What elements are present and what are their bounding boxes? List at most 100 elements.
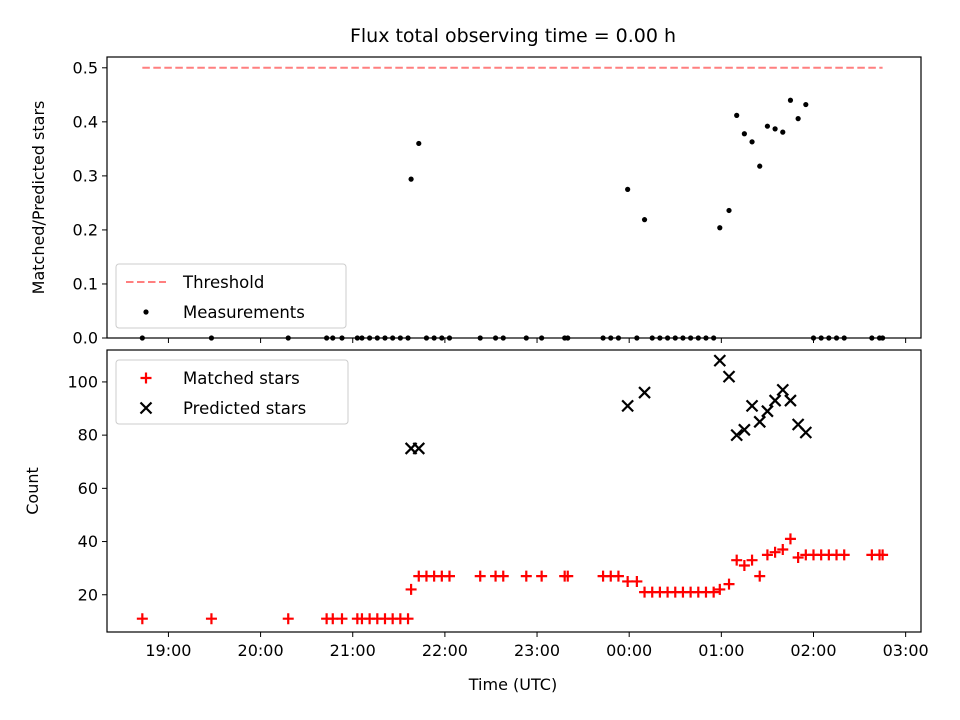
y-tick-label-1-3: 80 — [78, 426, 98, 445]
legend-box-1 — [115, 359, 349, 425]
legend-label-1-0: Matched stars — [183, 369, 300, 388]
predicted-point-13 — [784, 394, 797, 407]
predicted-point-7 — [738, 423, 751, 437]
measurement-point-43 — [726, 207, 732, 214]
predicted-point-3 — [638, 386, 651, 399]
matched-point-4 — [327, 613, 339, 625]
matched-point-42 — [714, 583, 726, 595]
matched-point-24 — [536, 570, 548, 582]
matched-point-19 — [443, 570, 455, 582]
predicted-point-8 — [745, 399, 759, 413]
x-tick-label-5: 00:00 — [606, 641, 652, 660]
measurement-point-49 — [772, 126, 778, 132]
legend-label-1-1: Predicted stars — [183, 399, 306, 418]
predicted-point-15 — [799, 426, 813, 439]
y-tick-label-0-4: 0.4 — [73, 112, 98, 131]
y-tick-label-1-1: 40 — [78, 532, 98, 551]
matched-point-43 — [723, 578, 735, 590]
measurement-point-50 — [780, 129, 786, 135]
matched-point-30 — [622, 575, 634, 587]
matched-point-22 — [497, 570, 509, 582]
measurement-point-32 — [641, 217, 648, 223]
top-panel: 0.0 0.1 0.2 0.3 0.4 0.5 Matched/Predicted star… — [29, 56, 922, 348]
y-tick-label-0-1: 0.1 — [73, 274, 98, 293]
y-tick-label-1-2: 60 — [78, 479, 98, 498]
matched-point-52 — [792, 552, 804, 564]
matched-point-50 — [777, 544, 789, 556]
matched-point-13 — [402, 613, 414, 625]
legend-label-0-0: Threshold — [182, 273, 264, 292]
legend-label-0-1: Measurements — [183, 303, 305, 322]
matched-point-2 — [282, 613, 294, 625]
predicted-point-12 — [776, 383, 790, 397]
measurement-point-15 — [416, 140, 422, 147]
matched-point-51 — [784, 533, 796, 545]
y-axis-label-0: Matched/Predicted stars — [29, 101, 48, 295]
legend-1: Matched stars Predicted stars — [115, 359, 349, 425]
predicted-point-9 — [753, 415, 767, 429]
measurement-point-42 — [717, 225, 723, 231]
y-tick-label-0-0: 0.0 — [73, 329, 98, 348]
matched-point-58 — [838, 549, 850, 561]
predicted-point-1 — [412, 442, 426, 455]
x-axis-label: Time (UTC) — [468, 675, 557, 694]
x-tick-label-0: 19:00 — [145, 641, 191, 660]
measurement-point-45 — [741, 131, 747, 137]
x-tick-label-8: 03:00 — [883, 641, 929, 660]
matched-point-61 — [877, 549, 889, 561]
bottom-panel: 20 40 60 80 100 19:00 20:00 21:00 22:00 23:00 00:0… — [23, 349, 929, 660]
measurement-point-51 — [787, 97, 794, 103]
matched-point-47 — [754, 570, 766, 582]
matched-point-45 — [738, 559, 750, 571]
predicted-point-5 — [722, 370, 736, 383]
matched-point-20 — [474, 570, 486, 582]
legend-box-0 — [115, 263, 347, 329]
series-1-0 — [136, 533, 889, 625]
matched-point-46 — [746, 554, 758, 566]
matched-point-26 — [562, 570, 574, 582]
y-tick-label-0-5: 0.5 — [73, 58, 98, 77]
matched-point-49 — [769, 546, 781, 558]
matched-point-44 — [731, 554, 743, 566]
x-tick-label-2: 21:00 — [330, 641, 376, 660]
matched-point-14 — [405, 583, 417, 595]
measurement-point-44 — [734, 112, 740, 118]
legend-swatch-1-1 — [139, 401, 153, 415]
x-tick-label-1: 20:00 — [238, 641, 284, 660]
chart-title: Flux total observing time = 0.00 h — [350, 25, 676, 47]
matched-point-5 — [336, 613, 348, 625]
x-tick-label-7: 02:00 — [790, 641, 836, 660]
measurement-point-48 — [764, 123, 771, 129]
measurement-point-14 — [408, 176, 414, 182]
matched-point-23 — [520, 570, 532, 582]
matched-point-29 — [612, 570, 624, 582]
predicted-point-4 — [713, 354, 727, 367]
legend-swatch-0-1 — [143, 309, 149, 315]
plot-frame-1 — [106, 349, 922, 633]
predicted-point-10 — [761, 404, 774, 418]
x-tick-label-6: 01:00 — [698, 641, 744, 660]
y-axis-label-1: Count — [23, 467, 42, 515]
series-1-1 — [404, 354, 813, 455]
legend-swatch-1-0 — [140, 372, 152, 384]
measurement-point-47 — [757, 163, 763, 169]
predicted-point-2 — [621, 399, 634, 413]
matched-point-41 — [708, 586, 720, 598]
measurement-point-52 — [795, 116, 801, 122]
legend-0: Threshold Measurements — [115, 263, 347, 329]
matched-point-31 — [631, 575, 643, 587]
y-tick-label-0-3: 0.3 — [73, 166, 98, 185]
matched-point-1 — [205, 613, 217, 625]
plot-frame-0 — [106, 56, 922, 339]
matched-point-0 — [136, 613, 148, 625]
matched-point-48 — [761, 549, 773, 561]
y-tick-label-0-2: 0.2 — [73, 220, 98, 239]
predicted-point-11 — [768, 394, 782, 407]
measurement-point-30 — [625, 186, 631, 192]
predicted-point-6 — [730, 428, 743, 442]
x-tick-label-4: 23:00 — [514, 641, 560, 660]
measurement-point-46 — [749, 139, 755, 145]
y-tick-label-1-4: 100 — [67, 372, 98, 391]
y-tick-label-1-0: 20 — [78, 585, 98, 604]
